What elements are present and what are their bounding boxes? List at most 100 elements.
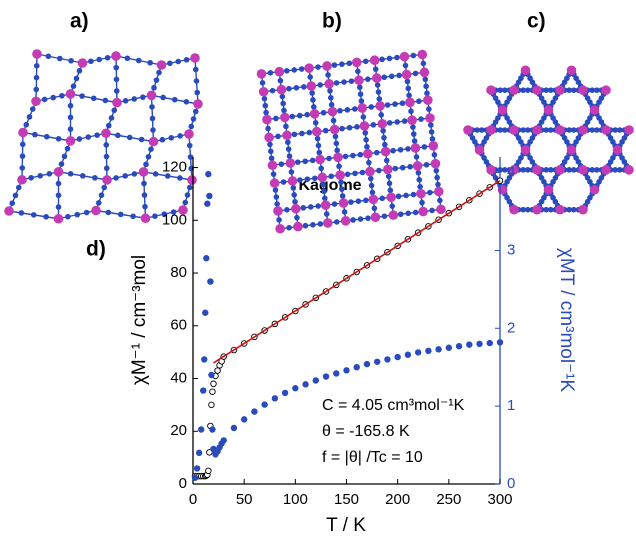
lattice-node [532, 125, 542, 135]
lattice-linker [167, 60, 173, 67]
data-point [208, 401, 215, 409]
lattice-linker [520, 206, 526, 213]
lattice-node [282, 130, 292, 141]
lattice-linker [108, 115, 115, 121]
lattice-linker [126, 134, 133, 141]
lattice-node [417, 49, 428, 60]
lattice-linker [273, 194, 280, 200]
lattice-linker [302, 222, 309, 229]
lattice-node [262, 114, 272, 125]
lattice-linker [291, 192, 297, 198]
lattice-linker [88, 58, 94, 65]
lattice-linker [379, 195, 386, 202]
lattice-linker [259, 80, 266, 86]
lattice-node [612, 145, 623, 155]
lattice-linker [416, 98, 422, 105]
lattice-node [555, 125, 565, 135]
lattice-linker [502, 87, 508, 93]
lattice-linker [263, 109, 269, 116]
lattice-node [322, 61, 332, 71]
lattice-linker [333, 219, 340, 225]
lattice-linker [320, 109, 327, 116]
lattice-linker [141, 192, 148, 198]
lattice-linker [280, 179, 287, 185]
lattice-linker [497, 87, 504, 93]
lattice-linker [55, 180, 62, 187]
lattice-linker [304, 111, 310, 118]
y-tick-label: 40 [170, 369, 187, 386]
lattice-linker [293, 85, 300, 91]
data-point [208, 371, 215, 379]
data-point [281, 389, 289, 397]
lattice-node [601, 85, 611, 95]
lattice-linker [376, 96, 383, 102]
fit-line [213, 180, 501, 364]
lattice-linker [261, 95, 268, 102]
lattice-node [280, 112, 290, 123]
lattice-node [578, 125, 588, 135]
lattice-linker [548, 127, 554, 133]
lattice-linker [392, 101, 398, 107]
lattice-node [509, 85, 519, 95]
lattice-linker [571, 87, 577, 93]
lattice-linker [170, 209, 177, 215]
lattice-linker [33, 74, 40, 81]
lattice-linker [474, 127, 481, 133]
lattice-linker [435, 181, 441, 188]
lattice-linker [427, 189, 433, 196]
panel-label: c) [527, 10, 546, 33]
lattice-linker [405, 210, 412, 217]
lattice-node [287, 176, 298, 186]
lattice-linker [275, 133, 281, 140]
lattice-linker [310, 222, 316, 228]
lattice-linker [426, 106, 432, 112]
panel-label: d) [86, 238, 106, 261]
lattice-linker [320, 181, 326, 188]
lattice-linker [419, 199, 425, 206]
lattice-linker [284, 207, 290, 213]
lattice-linker [277, 77, 284, 84]
data-point [205, 170, 212, 178]
lattice-node [520, 65, 531, 76]
lattice-linker [143, 161, 149, 168]
lattice-linker [372, 66, 379, 72]
lattice-linker [50, 94, 57, 101]
lattice-linker [389, 203, 396, 209]
lattice-linker [186, 142, 193, 149]
lattice-node [148, 136, 159, 147]
lattice-linker [371, 205, 378, 212]
lattice-linker [103, 142, 110, 148]
lattice-node [601, 125, 611, 135]
lattice-node [156, 60, 167, 70]
lattice-linker [525, 87, 531, 93]
lattice-linker [286, 85, 292, 92]
lattice-node [370, 212, 381, 223]
lattice-linker [92, 175, 98, 181]
lattice-linker [310, 104, 317, 110]
lattice-linker [424, 90, 430, 97]
lattice-linker [286, 153, 293, 159]
x-tick-label: 100 [283, 491, 308, 508]
lattice-node [520, 145, 531, 155]
lattice-linker [520, 167, 526, 173]
lattice-linker [55, 135, 62, 142]
data-point [414, 349, 422, 356]
lattice-linker [427, 122, 434, 128]
lattice-linker [566, 127, 572, 133]
lattice-linker [336, 163, 342, 170]
lattice-node [91, 205, 101, 216]
lattice-linker [268, 148, 274, 155]
lattice-linker [594, 127, 600, 133]
lattice-linker [32, 131, 38, 138]
lattice-linker [33, 86, 40, 93]
data-point [466, 341, 473, 348]
lattice-node [388, 210, 399, 220]
lattice-linker [405, 146, 411, 152]
lattice-linker [19, 153, 26, 159]
lattice-linker [429, 207, 435, 214]
lattice-node [273, 206, 283, 216]
lattice-linker [394, 119, 400, 125]
lattice-linker [29, 106, 36, 112]
lattice-linker [328, 173, 335, 180]
lattice-linker [147, 59, 153, 66]
